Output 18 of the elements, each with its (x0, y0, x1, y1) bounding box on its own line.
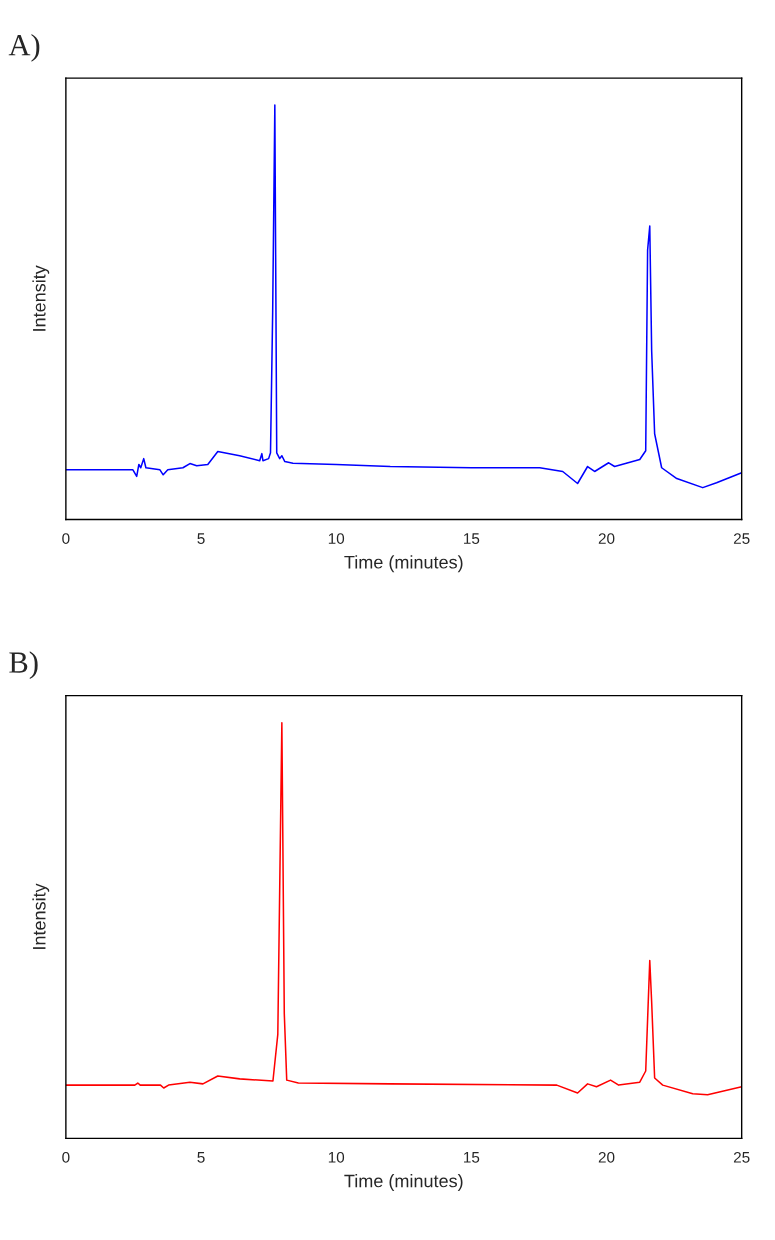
x-tick-label: 0 (62, 533, 70, 544)
chart-title: A) (8, 33, 40, 62)
x-axis-title: Time (minutes) (344, 555, 463, 573)
x-tick-label: 20 (598, 1151, 615, 1163)
x-tick-label: 10 (328, 1151, 345, 1163)
y-axis-title: Intensity (32, 883, 50, 949)
x-tick-label: 10 (328, 533, 345, 544)
x-tick-label: 25 (733, 1151, 750, 1163)
x-tick-label: 0 (62, 1151, 70, 1163)
y-axis-title: Intensity (32, 265, 50, 331)
chart-title: B) (9, 651, 38, 680)
x-tick-label: 15 (464, 1152, 480, 1163)
x-axis-title: Time (minutes) (344, 1174, 463, 1191)
x-tick-label: 15 (464, 533, 480, 544)
x-tick-label: 5 (197, 1152, 205, 1163)
x-tick-label: 25 (733, 533, 750, 544)
x-tick-label: 5 (197, 533, 205, 544)
x-tick-label: 20 (598, 533, 615, 544)
